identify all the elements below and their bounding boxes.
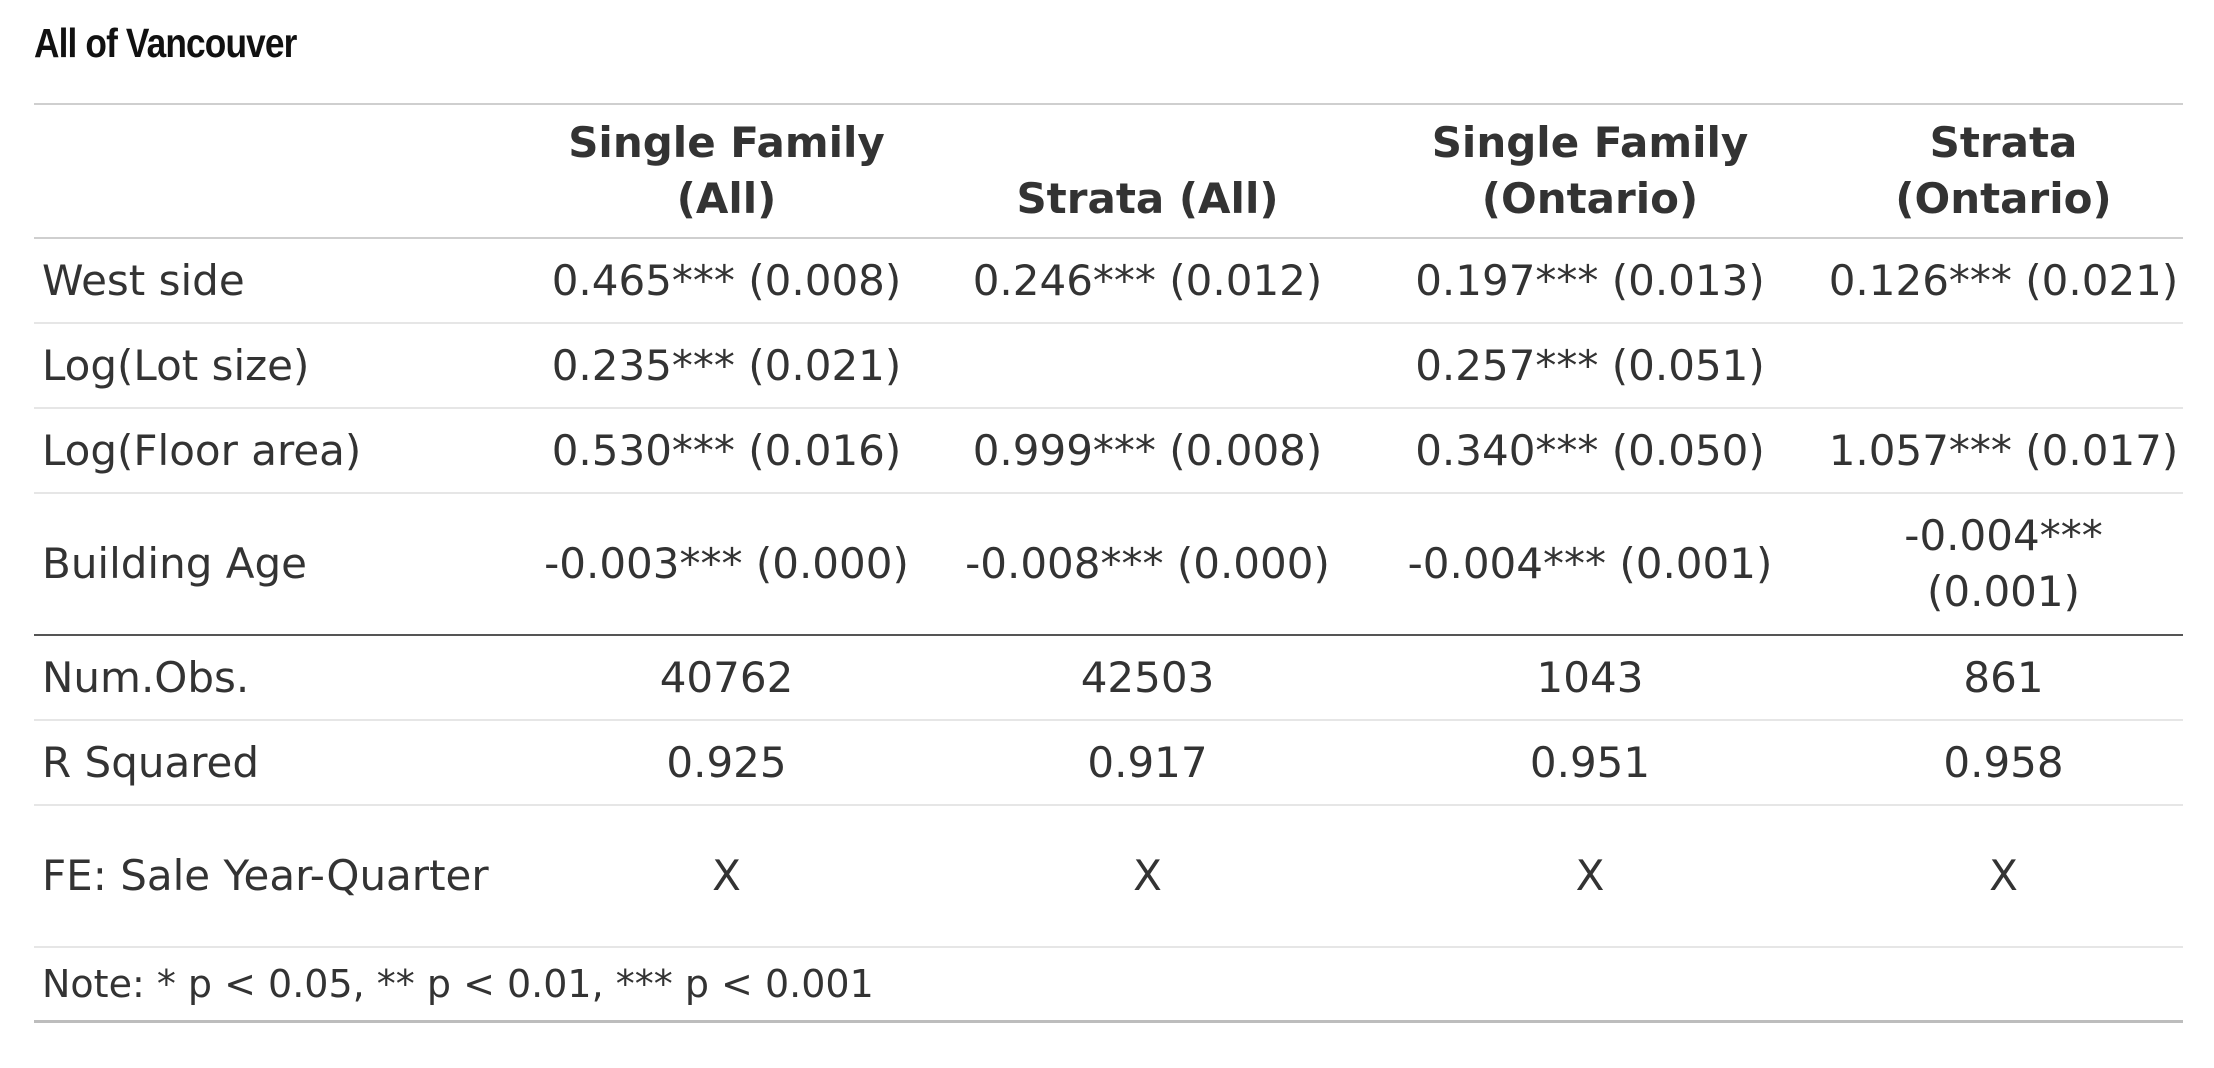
table-cell: 0.958 <box>1943 737 2064 787</box>
table-cell: 0.530*** (0.016) <box>551 425 902 475</box>
table-row-fixed-effects: FE: Sale Year-Quarter X X X X <box>34 805 2183 947</box>
table-row-building-age: Building Age -0.003*** (0.000) -0.008***… <box>34 493 2183 635</box>
table-cell: -0.004*** (0.001) <box>1407 539 1773 588</box>
column-header-strata-all: Strata (All) <box>1016 174 1279 223</box>
table-cell: 1043 <box>1536 652 1644 702</box>
column-header-single-family-ontario: Single Family (Ontario) <box>1431 118 1749 223</box>
regression-table: Single Family (All) Strata (All) Single … <box>34 103 2183 1023</box>
row-label: Building Age <box>42 539 307 588</box>
table-cell: X <box>1575 851 1605 900</box>
table-cell: 861 <box>1963 652 2044 702</box>
column-header-single-family-all: Single Family (All) <box>568 118 885 223</box>
table-cell <box>1824 323 2183 408</box>
table-cell: 0.197*** (0.013) <box>1415 255 1765 305</box>
table-cell: -0.004*** (0.001) <box>1904 511 2103 616</box>
column-header-label <box>34 104 514 238</box>
table-cell: 0.925 <box>666 737 787 787</box>
table-cell: X <box>1989 851 2018 900</box>
table-row-num-obs: Num.Obs. 40762 42503 1043 861 <box>34 635 2183 720</box>
row-label: West side <box>42 255 245 305</box>
table-row-west-side: West side 0.465*** (0.008) 0.246*** (0.0… <box>34 238 2183 323</box>
table-cell: 0.126*** (0.021) <box>1828 255 2179 305</box>
table-cell: 0.951 <box>1529 737 1651 787</box>
table-row-r-squared: R Squared 0.925 0.917 0.951 0.958 <box>34 720 2183 805</box>
row-label: R Squared <box>42 737 260 787</box>
table-cell: 0.465*** (0.008) <box>551 255 902 305</box>
table-cell: 0.999*** (0.008) <box>972 425 1323 475</box>
note-row: Note: * p < 0.05, ** p < 0.01, *** p < 0… <box>34 947 2183 1021</box>
table-cell: 0.246*** (0.012) <box>972 255 1323 305</box>
table-cell: 0.340*** (0.050) <box>1415 425 1765 475</box>
table-cell: 42503 <box>1080 652 1215 702</box>
table-cell: X <box>712 851 741 900</box>
row-label: FE: Sale Year-Quarter <box>42 851 489 900</box>
table-cell: 0.257*** (0.051) <box>1415 340 1765 390</box>
row-label: Num.Obs. <box>42 652 250 702</box>
table-note: Note: * p < 0.05, ** p < 0.01, *** p < 0… <box>42 961 874 1006</box>
column-header-strata-ontario: Strata (Ontario) <box>1895 118 2112 223</box>
row-label: Log(Floor area) <box>42 425 362 475</box>
page-title: All of Vancouver <box>34 20 297 66</box>
table-cell: 0.235*** (0.021) <box>551 340 902 390</box>
table-row-log-floor-area: Log(Floor area) 0.530*** (0.016) 0.999**… <box>34 408 2183 493</box>
table-cell <box>939 323 1356 408</box>
table-cell: 0.917 <box>1087 737 1208 787</box>
table-row-log-lot-size: Log(Lot size) 0.235*** (0.021) 0.257*** … <box>34 323 2183 408</box>
row-label: Log(Lot size) <box>42 340 310 390</box>
table-cell: X <box>1133 851 1162 900</box>
table-cell: -0.003*** (0.000) <box>544 539 909 588</box>
table-cell: -0.008*** (0.000) <box>965 539 1330 588</box>
table-cell: 40762 <box>659 652 794 702</box>
table-cell: 1.057*** (0.017) <box>1828 425 2179 475</box>
header-row: Single Family (All) Strata (All) Single … <box>34 104 2183 238</box>
